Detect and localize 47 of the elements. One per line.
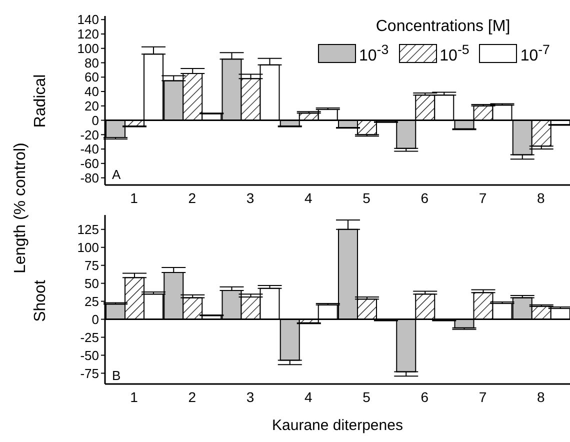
- y-tick-label: 0: [92, 312, 99, 327]
- x-tick-label: 3: [246, 388, 254, 405]
- x-tick-label: 4: [304, 388, 313, 405]
- x-tick-label: 8: [537, 190, 546, 206]
- annotation: A: [112, 167, 121, 182]
- y-tick-label: 75: [84, 258, 99, 273]
- x-tick-label: 8: [537, 388, 546, 405]
- y-tick-label: 40: [84, 84, 99, 100]
- y-tick-label: 50: [84, 276, 99, 291]
- x-tick-label: 1: [130, 190, 138, 206]
- x-tick-label: 6: [420, 190, 429, 206]
- x-tick-label: 4: [304, 190, 313, 206]
- y-tick-label: 60: [84, 70, 99, 85]
- y-tick-label: 125: [77, 222, 99, 237]
- x-tick-label: 5: [362, 190, 371, 206]
- y-tick-label: -25: [80, 330, 99, 345]
- legend-label: 10$^{-3}$: [359, 42, 389, 66]
- y-tick-label: -50: [80, 348, 99, 363]
- y-axis-title: Radical: [32, 74, 49, 128]
- x-tick-label: 7: [478, 190, 487, 206]
- legend-label: 10$^{-7}$: [520, 42, 550, 66]
- x-tick-label: 5: [362, 388, 371, 405]
- y-tick-label: 25: [84, 294, 99, 309]
- y-tick-label: 0: [92, 112, 99, 128]
- y-tick-label: 100: [77, 240, 99, 255]
- y-tick-label: 20: [84, 98, 99, 114]
- x-tick-label: 2: [188, 190, 196, 206]
- x-tick-label: 2: [188, 388, 196, 405]
- y-tick-label: -40: [80, 142, 99, 157]
- y-tick-label: 120: [77, 26, 99, 42]
- y-tick-label: -20: [80, 127, 99, 142]
- x-tick-label: 7: [478, 388, 487, 405]
- x-tick-label: 1: [130, 388, 138, 405]
- legend-title: Concentrations [M]: [374, 18, 512, 36]
- annotation: B: [112, 368, 121, 383]
- y-axis-title: Shoot: [32, 280, 49, 322]
- y-tick-label: -75: [80, 366, 99, 381]
- x-tick-label: 3: [246, 190, 254, 206]
- x-axis-title: Kaurane diterpenes: [272, 417, 403, 434]
- y-tick-label: 100: [77, 40, 99, 56]
- series-label: 10$^{-5}$: [440, 42, 470, 66]
- y-tick-label: -60: [80, 156, 99, 172]
- x-tick-label: 6: [420, 388, 429, 405]
- y-tick-label: 140: [77, 12, 99, 28]
- text: Length (% control): [12, 142, 29, 274]
- y-tick-label: -80: [80, 170, 99, 186]
- y-tick-label: 80: [84, 55, 99, 70]
